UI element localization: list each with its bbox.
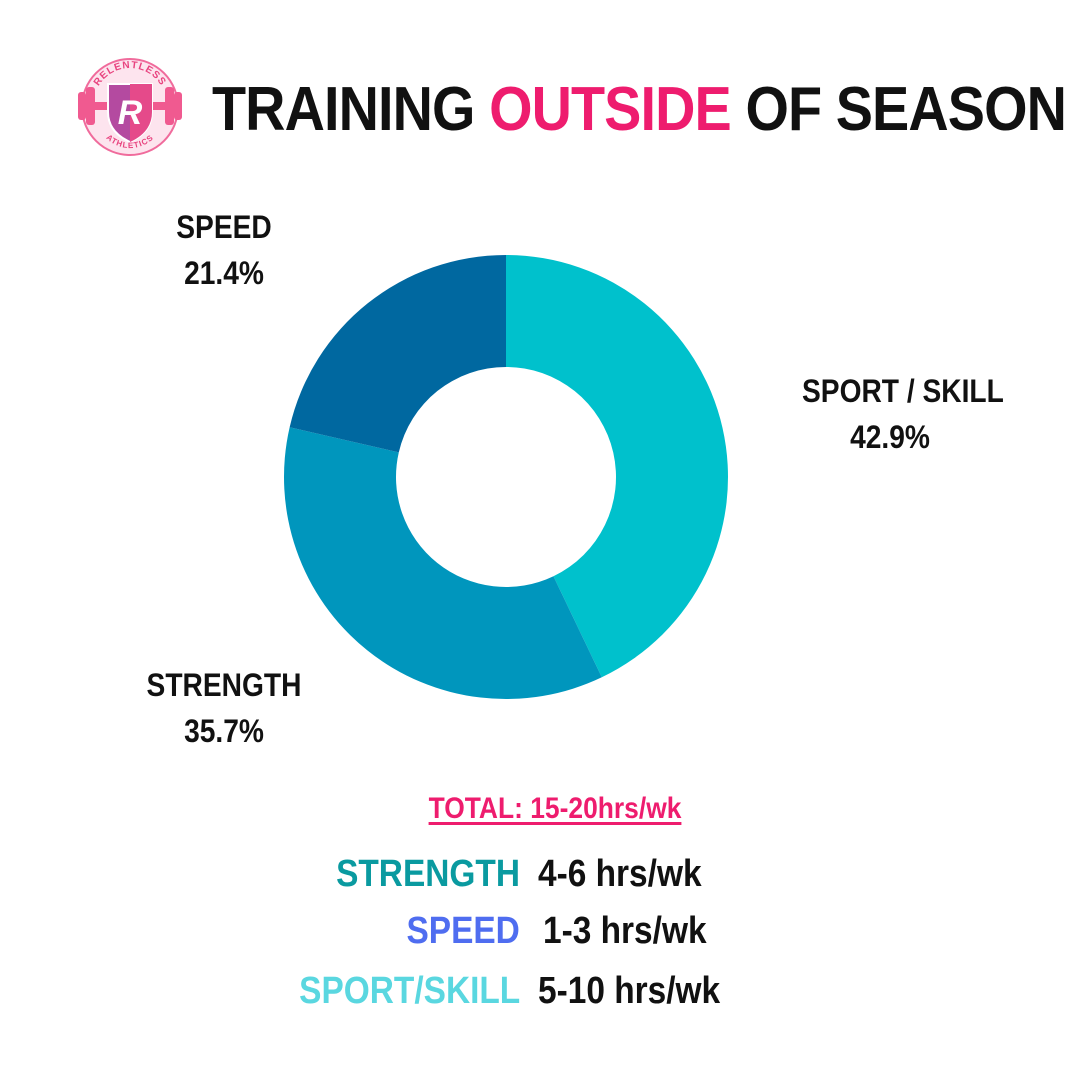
hours-row-speed-value: 1-3 hrs/wk [543,910,707,952]
slice-label-sport-skill-name: SPORT / SKILL [802,373,1004,409]
total-hours: TOTAL: 15-20hrs/wk [428,792,682,825]
slice-label-strength-name: STRENGTH [146,667,302,703]
donut-slice-strength [283,427,602,699]
hours-row-sport-skill-value: 5-10 hrs/wk [538,970,721,1012]
title-part-1: TRAINING [212,75,475,144]
slice-label-strength-value: 35.7% [184,713,264,749]
donut-slice-sport-skill [506,255,729,678]
logo-letter: R [118,94,143,132]
slice-label-speed-value: 21.4% [184,255,264,291]
hours-row-speed-label: SPEED [406,910,520,952]
hours-row-speed: SPEED 1-3 hrs/wk [0,905,1080,957]
title-highlight: OUTSIDE [489,75,732,144]
hours-row-sport-skill-label: SPORT/SKILL [298,970,520,1012]
relentless-athletics-logo: R RELENTLESS ATHLETICS [78,58,182,156]
slice-label-sport-skill-value: 42.9% [850,419,930,455]
slice-label-speed-name: SPEED [176,209,272,245]
slice-label-strength: STRENGTH 35.7% [136,662,312,754]
slice-label-speed: SPEED 21.4% [145,204,303,296]
hours-row-sport-skill: SPORT/SKILL 5-10 hrs/wk [0,965,1080,1017]
title-part-2: OF SEASON [745,75,1067,144]
hours-row-strength-label: STRENGTH [336,853,520,895]
page-title: TRAINING OUTSIDE OF SEASON [212,70,1067,150]
donut-slice-speed [289,255,506,453]
hours-row-strength-value: 4-6 hrs/wk [538,853,702,895]
hours-row-strength: STRENGTH 4-6 hrs/wk [0,848,1080,900]
slice-label-sport-skill: SPORT / SKILL 42.9% [802,368,1004,460]
